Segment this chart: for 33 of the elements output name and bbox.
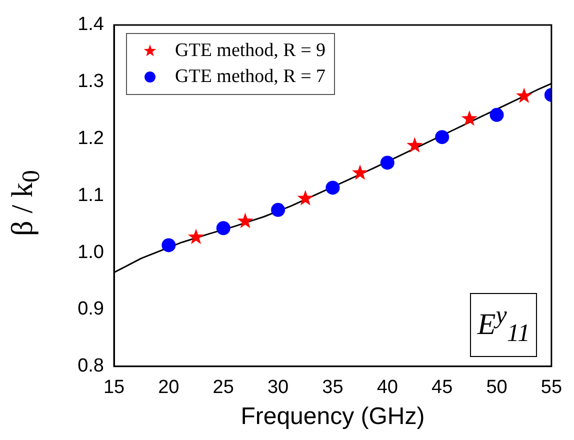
point [435,130,450,144]
x-axis-title: Frequency (GHz) [240,403,425,430]
y-tick-label: 1.1 [78,184,104,206]
point [162,238,176,252]
point [297,190,314,206]
x-tick-label: 45 [432,377,453,398]
point [271,202,286,217]
y-tick-label: 0.9 [78,298,104,320]
x-tick-label: 20 [158,377,180,398]
x-tick-label: 55 [540,377,562,398]
x-tick-label: 50 [486,377,508,398]
point [380,156,394,170]
y-tick-label: 1.3 [78,71,104,92]
x-tick-label: 30 [267,377,289,398]
legend-label: GTE method, R = 9 [175,39,326,63]
y-tick-label: 1.0 [78,242,104,263]
y-tick-label: 1.4 [78,14,104,36]
point [490,108,504,122]
x-tick-label: 40 [376,377,398,398]
point [326,180,340,195]
x-tick-label: 25 [212,377,234,398]
legend-label: GTE method, R = 7 [175,65,326,89]
y-tick-label: 1.2 [78,128,104,150]
x-tick-label: 35 [322,377,344,398]
point [406,137,423,153]
point [188,228,204,244]
point [461,110,478,126]
y-tick-label: 0.8 [78,356,104,377]
point [352,164,368,180]
point [516,88,532,103]
point [216,221,230,236]
x-tick-label: 15 [103,377,125,398]
point [237,212,254,228]
